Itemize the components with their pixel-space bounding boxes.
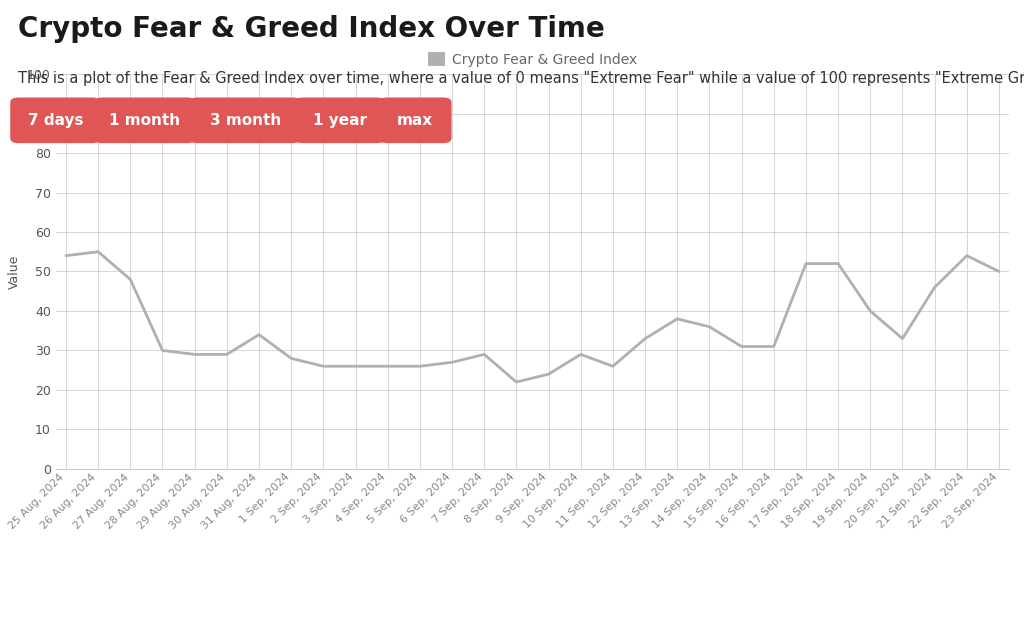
Text: max: max: [397, 113, 433, 128]
Text: This is a plot of the Fear & Greed Index over time, where a value of 0 means "Ex: This is a plot of the Fear & Greed Index…: [18, 71, 1024, 86]
Text: 1 month: 1 month: [110, 113, 180, 128]
Y-axis label: Value: Value: [8, 254, 22, 289]
Text: 7 days: 7 days: [28, 113, 83, 128]
Text: 3 month: 3 month: [210, 113, 281, 128]
Legend: Crypto Fear & Greed Index: Crypto Fear & Greed Index: [423, 48, 642, 73]
Text: Crypto Fear & Greed Index Over Time: Crypto Fear & Greed Index Over Time: [18, 15, 605, 43]
Text: 1 year: 1 year: [313, 113, 367, 128]
